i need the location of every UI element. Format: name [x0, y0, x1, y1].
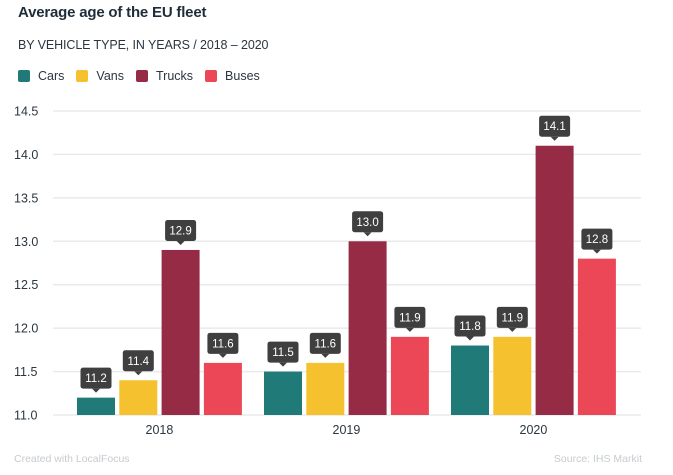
data-label-pointer [134, 371, 143, 376]
data-label-text: 11.4 [128, 356, 150, 368]
x-tick-label: 2019 [333, 423, 361, 437]
data-label-pointer [321, 353, 330, 358]
data-label-text: 11.9 [502, 312, 524, 324]
data-label-text: 12.9 [169, 225, 191, 237]
data-label-pointer [279, 362, 287, 367]
data-label-text: 11.6 [315, 338, 337, 350]
data-label-box [496, 306, 528, 328]
chart-title: Average age of the EU fleet [18, 4, 207, 21]
data-label-vans-2018: 11.4 [122, 350, 154, 376]
legend-item-buses[interactable]: Buses [205, 69, 260, 83]
y-tick-label: 12.0 [14, 322, 38, 336]
data-label-pointer [550, 136, 559, 141]
y-tick-label: 12.5 [14, 278, 38, 292]
data-label-cars-2020: 11.8 [454, 315, 486, 341]
data-label-pointer [176, 240, 185, 245]
data-label-box [165, 219, 197, 241]
legend-item-cars[interactable]: Cars [18, 69, 64, 83]
data-label-vans-2019: 11.6 [309, 332, 341, 358]
data-label-cars-2019: 11.5 [267, 341, 299, 367]
data-label-pointer [92, 388, 100, 393]
bar-cars-2020 [451, 345, 489, 415]
data-label-trucks-2020: 14.1 [539, 115, 571, 141]
data-label-box [309, 332, 341, 354]
data-label-buses-2019: 11.9 [394, 306, 426, 332]
data-label-text: 14.1 [543, 121, 565, 133]
data-label-text: 11.6 [212, 338, 234, 350]
data-label-text: 11.5 [272, 347, 294, 359]
bar-cars-2018 [77, 397, 115, 415]
bar-buses-2019 [390, 336, 429, 415]
data-label-vans-2020: 11.9 [496, 306, 528, 332]
bar-trucks-2020 [535, 145, 574, 415]
bar-trucks-2018 [161, 249, 200, 415]
data-label-text: 11.2 [85, 373, 107, 385]
bar-vans-2020 [493, 336, 532, 415]
data-label-text: 12.8 [586, 234, 608, 246]
bar-buses-2020 [577, 258, 616, 415]
data-label-trucks-2018: 12.9 [165, 219, 197, 245]
y-tick-label: 13.5 [14, 191, 38, 205]
data-label-trucks-2019: 13.0 [352, 211, 384, 237]
data-label-box [394, 306, 426, 328]
x-tick-label: 2020 [520, 423, 548, 437]
footer-credit[interactable]: Created with LocalFocus [14, 453, 130, 465]
legend-item-trucks[interactable]: Trucks [135, 69, 194, 83]
legend-item-vans[interactable]: Vans [76, 69, 124, 83]
x-tick-label: 2018 [146, 423, 174, 437]
chart-legend: Cars Vans Trucks Buses [18, 69, 272, 83]
data-label-pointer [363, 232, 372, 237]
y-tick-label: 14.0 [14, 148, 38, 162]
data-label-buses-2018: 11.6 [207, 332, 239, 358]
legend-label: Cars [38, 69, 65, 83]
y-tick-label: 14.5 [14, 105, 38, 119]
data-label-box [267, 341, 299, 363]
data-label-pointer [466, 336, 474, 341]
bar-trucks-2019 [348, 241, 387, 415]
data-label-text: 11.8 [459, 321, 481, 333]
y-tick-label: 11.5 [14, 365, 37, 379]
bar-vans-2019 [306, 362, 345, 415]
footer-source: Source: IHS Markit [553, 453, 642, 465]
bar-buses-2018 [203, 362, 242, 415]
legend-swatch [135, 70, 148, 82]
legend-label: Trucks [155, 69, 194, 83]
data-label-text: 13.0 [356, 217, 378, 229]
data-label-box [454, 315, 486, 337]
legend-label: Vans [96, 69, 124, 83]
y-tick-label: 11.0 [14, 409, 37, 423]
bar-cars-2019 [264, 371, 302, 415]
data-label-box [581, 228, 613, 250]
legend-swatch [76, 70, 89, 82]
data-label-box [352, 211, 384, 233]
data-label-buses-2020: 12.8 [581, 228, 613, 254]
data-label-box [539, 115, 571, 137]
data-label-box [207, 332, 239, 354]
bar-vans-2018 [119, 380, 158, 415]
data-label-pointer [405, 327, 414, 332]
legend-swatch [18, 70, 30, 82]
data-label-box [122, 350, 154, 372]
data-label-cars-2018: 11.2 [80, 367, 112, 393]
y-tick-label: 13.0 [14, 235, 38, 249]
data-label-pointer [592, 249, 601, 254]
legend-swatch [205, 70, 218, 82]
data-label-box [80, 367, 112, 389]
legend-label: Buses [225, 69, 260, 83]
data-label-pointer [218, 353, 227, 358]
chart-subtitle: BY VEHICLE TYPE, IN YEARS / 2018 – 2020 [18, 38, 269, 52]
data-label-text: 11.9 [399, 312, 421, 324]
data-label-pointer [508, 327, 517, 332]
